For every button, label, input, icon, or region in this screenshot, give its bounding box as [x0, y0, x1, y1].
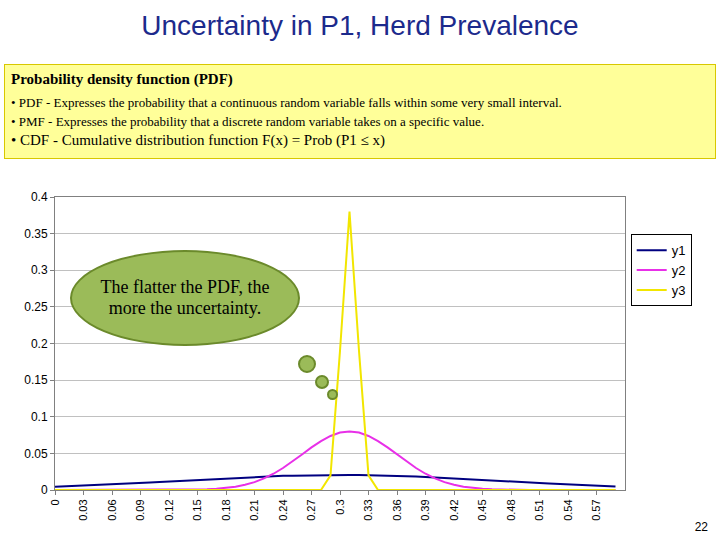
- svg-text:0.4: 0.4: [31, 190, 48, 204]
- svg-text:0.57: 0.57: [590, 499, 602, 520]
- svg-text:0: 0: [41, 483, 48, 497]
- html-text:• PMF - Expresses the probabil: • PMF - Expresses the probability that a…: [11, 114, 485, 129]
- svg-text:0.1: 0.1: [31, 410, 48, 424]
- svg-text:0.39: 0.39: [419, 499, 431, 520]
- svg-text:0.45: 0.45: [476, 499, 488, 520]
- svg-text:0.09: 0.09: [134, 499, 146, 520]
- svg-text:0.15: 0.15: [24, 373, 48, 387]
- svg-text:0.33: 0.33: [362, 499, 374, 520]
- svg-text:0: 0: [49, 499, 61, 505]
- html-text:22: 22: [694, 520, 708, 534]
- svg-text:0.3: 0.3: [31, 263, 48, 277]
- svg-text:0.51: 0.51: [533, 499, 545, 520]
- svg-text:y2: y2: [672, 263, 686, 278]
- html-text:• PDF - Expresses the probabil: • PDF - Expresses the probability that a…: [11, 95, 562, 110]
- html-text:• CDF - Cumulative distributio: • CDF - Cumulative distribution function…: [11, 132, 385, 148]
- svg-text:0.05: 0.05: [24, 447, 48, 461]
- svg-text:0.15: 0.15: [191, 499, 203, 520]
- html-text:Probability density function (: Probability density function (PDF): [11, 71, 233, 87]
- svg-text:0.48: 0.48: [505, 499, 517, 520]
- svg-text:y1: y1: [672, 243, 686, 258]
- svg-text:0.06: 0.06: [106, 499, 118, 520]
- svg-text:0.25: 0.25: [24, 300, 48, 314]
- svg-text:0.12: 0.12: [163, 499, 175, 520]
- svg-text:0.03: 0.03: [77, 499, 89, 520]
- svg-text:0.27: 0.27: [305, 499, 317, 520]
- svg-text:0.3: 0.3: [334, 499, 346, 514]
- svg-text:0.21: 0.21: [248, 499, 260, 520]
- svg-text:0.54: 0.54: [562, 499, 574, 520]
- svg-text:0.18: 0.18: [220, 499, 232, 520]
- html-text:The flatter the PDF, the more: The flatter the PDF, the more the uncert…: [100, 277, 270, 318]
- html-text:Uncertainty in P1, Herd Preval: Uncertainty in P1, Herd Prevalence: [141, 10, 579, 41]
- svg-text:0.24: 0.24: [277, 499, 289, 520]
- svg-text:0.36: 0.36: [391, 499, 403, 520]
- svg-text:0.35: 0.35: [24, 227, 48, 241]
- svg-text:0.42: 0.42: [448, 499, 460, 520]
- svg-text:y3: y3: [672, 283, 686, 298]
- svg-text:0.2: 0.2: [31, 337, 48, 351]
